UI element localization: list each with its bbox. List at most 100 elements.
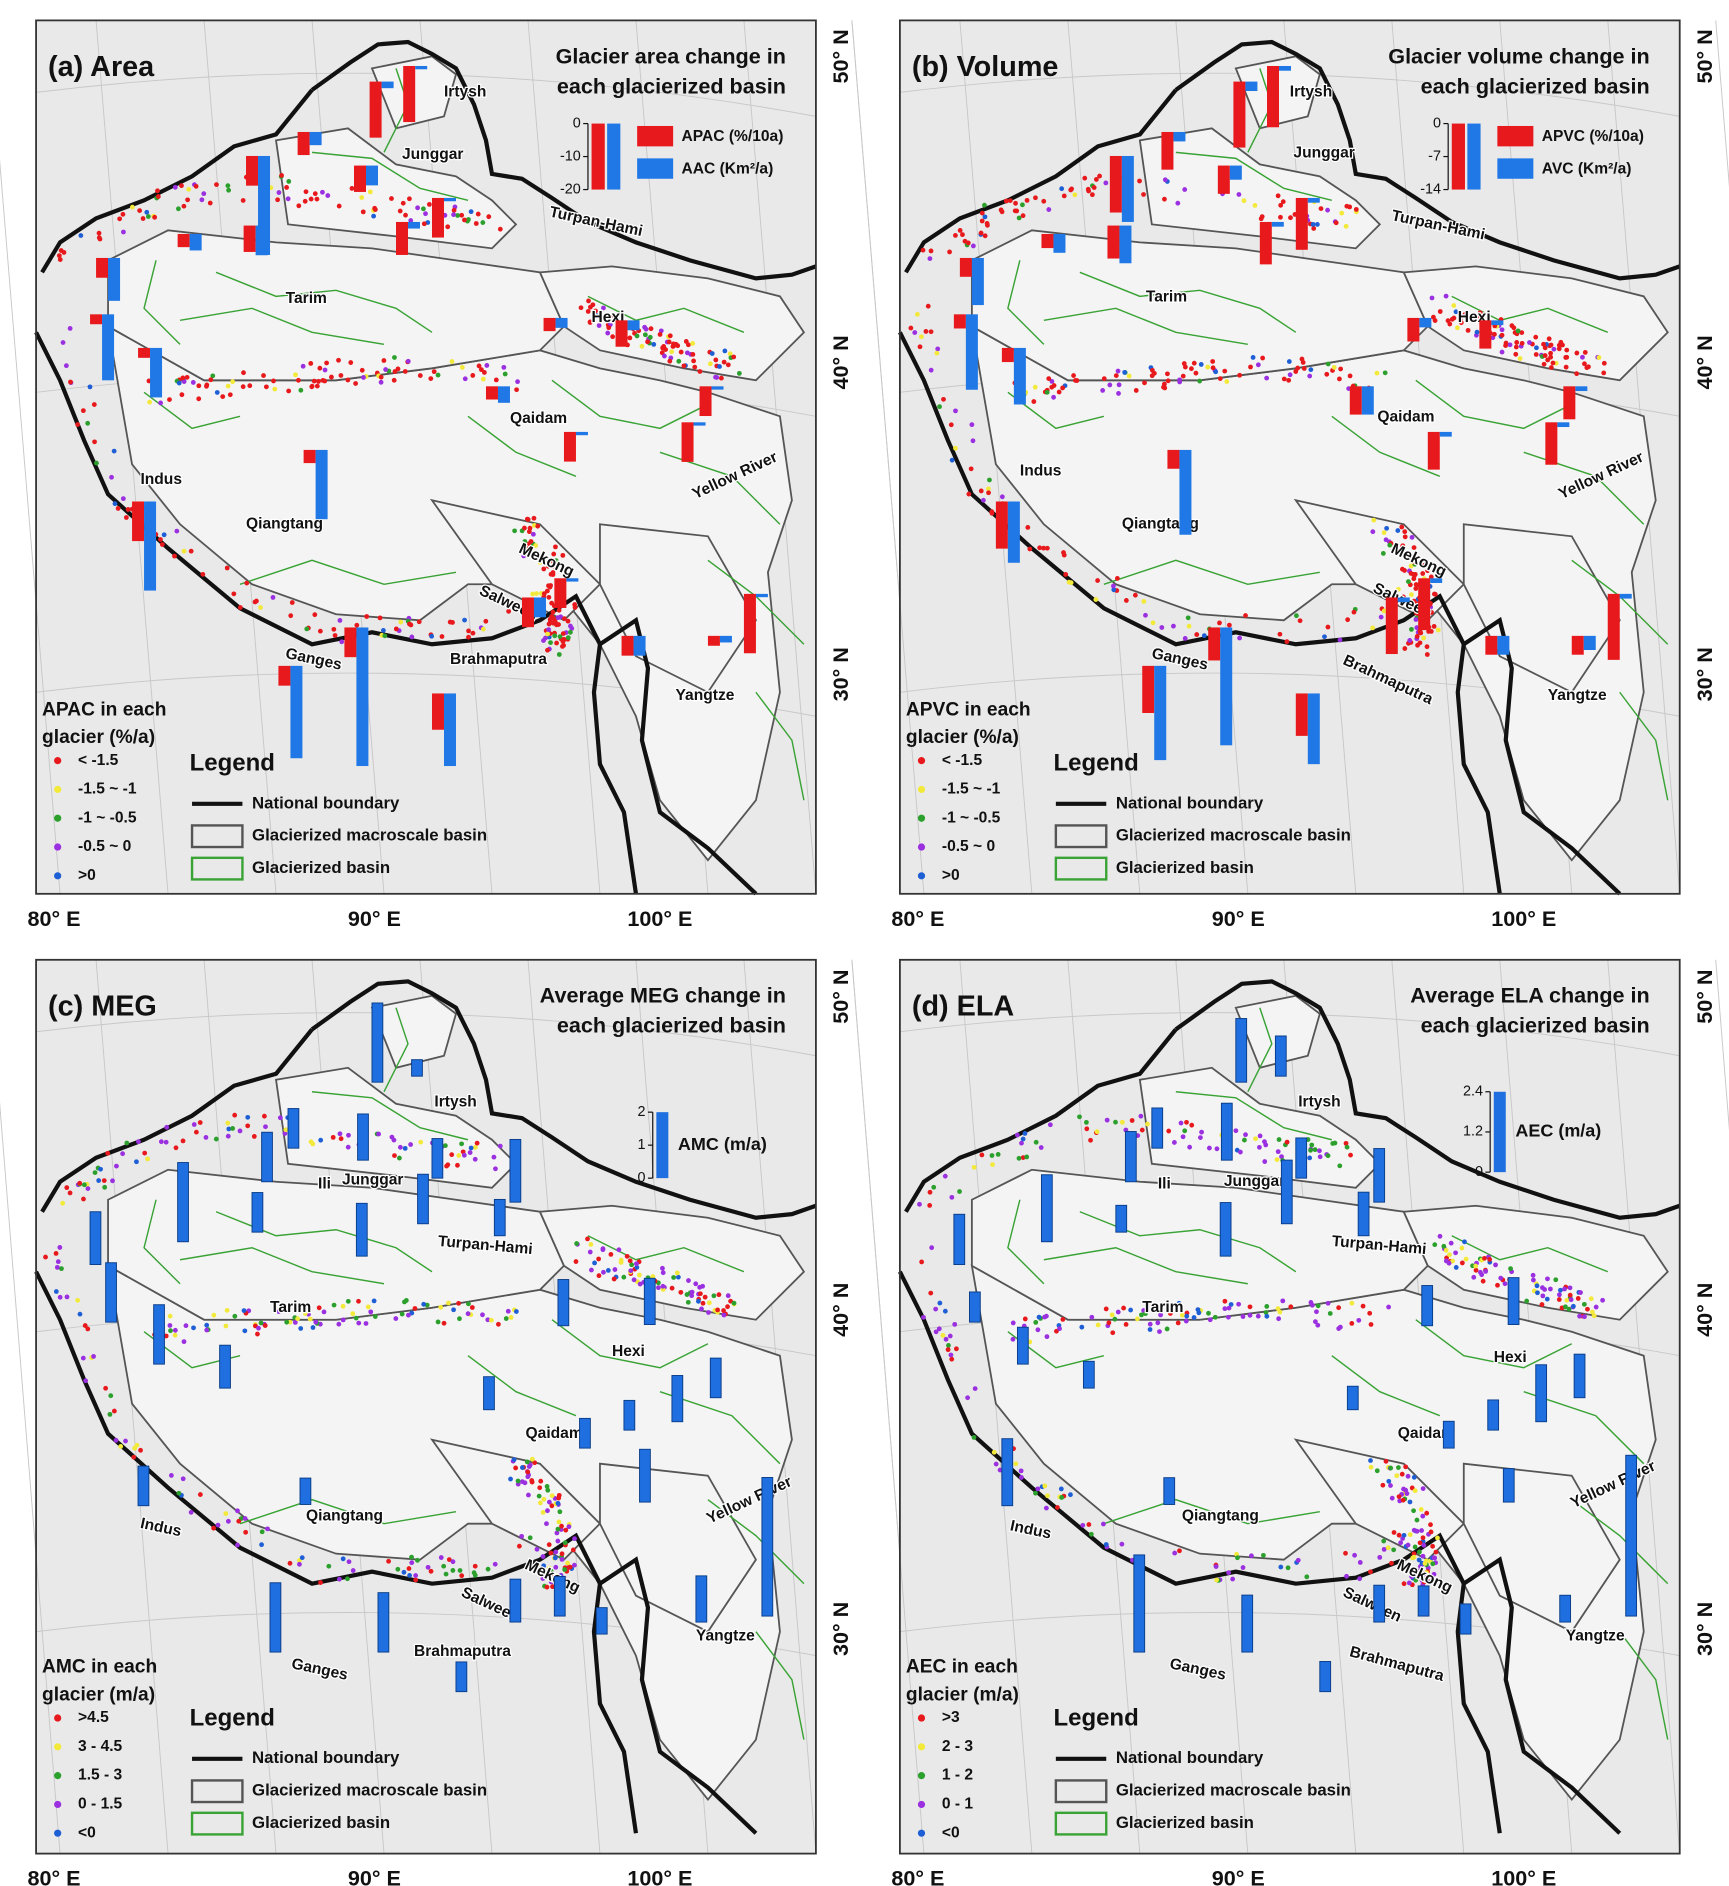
- glacier-dot: [1422, 1561, 1428, 1566]
- glacier-legend-title: AMC in each: [42, 1657, 157, 1678]
- glacier-dot: [1213, 369, 1219, 375]
- glacier-dot: [526, 529, 532, 535]
- glacier-dot: [1247, 1304, 1253, 1310]
- glacierized-basin: [1331, 1355, 1441, 1417]
- glacier-dot: [547, 616, 553, 622]
- glacier-dot: [981, 497, 986, 503]
- glacier-dot: [1541, 361, 1547, 367]
- glacier-dot: [211, 1312, 217, 1318]
- glacier-dot: [1356, 1317, 1362, 1323]
- glacier-dot: [1448, 1240, 1454, 1246]
- basin-bar: [1274, 1035, 1287, 1077]
- glacier-dot: [1022, 1131, 1028, 1136]
- glacier-dot: [1474, 329, 1480, 335]
- glacier-dot: [1158, 1312, 1163, 1318]
- glacier-dot: [1600, 1297, 1606, 1303]
- glacier-dot: [163, 1139, 169, 1145]
- glacier-dot: [676, 358, 682, 364]
- glacier-dot: [407, 1573, 413, 1578]
- glacier-dot: [508, 1476, 513, 1482]
- glacier-dot: [561, 616, 567, 622]
- glacier-dot: [1182, 1128, 1188, 1134]
- glacier-dot: [529, 1478, 535, 1483]
- longitude-label: 80° E: [28, 906, 81, 931]
- glacier-dot: [927, 1189, 933, 1195]
- glacier-dot: [1072, 192, 1078, 198]
- basin-label: Tarim: [286, 290, 327, 307]
- glacier-dot: [969, 422, 975, 428]
- glacier-dot: [63, 363, 69, 369]
- glacier-dot: [689, 1289, 695, 1295]
- glacier-dot: [450, 1559, 456, 1565]
- basin-bar: [395, 221, 408, 255]
- national-boundary: [40, 88, 314, 274]
- glacier-dot: [1441, 1243, 1447, 1249]
- glacier-dot: [1417, 1568, 1422, 1574]
- glacier-dot: [587, 320, 593, 325]
- glacier-dot: [1180, 373, 1186, 379]
- glacier-dot: [596, 1256, 602, 1262]
- basin-bar: [287, 1108, 300, 1149]
- glacier-legend-dot: [54, 1743, 62, 1751]
- glacier-dot: [480, 376, 486, 382]
- basin-bar: [377, 1592, 390, 1653]
- glacier-dot: [949, 457, 955, 463]
- graticule: [1715, 959, 1729, 1131]
- basin-bar: [1179, 449, 1192, 535]
- glacier-dot: [402, 1299, 407, 1305]
- basin-bar: [219, 1344, 231, 1389]
- glacier-dot: [1119, 1119, 1125, 1125]
- glacier-dot: [546, 1542, 552, 1548]
- macroscale-basin: [275, 1066, 518, 1189]
- glacier-dot: [1462, 312, 1468, 317]
- glacier-dot: [310, 1325, 316, 1330]
- glacier-dot: [1435, 1535, 1440, 1541]
- glacier-dot: [1147, 1327, 1153, 1332]
- glacier-dot: [91, 402, 97, 407]
- glacier-dot: [237, 605, 243, 610]
- glacier-dot: [1353, 207, 1359, 212]
- longitude-label: 90° E: [348, 906, 401, 931]
- glacier-dot: [1425, 568, 1430, 574]
- glacier-dot: [1374, 1468, 1380, 1474]
- glacier-dot: [947, 249, 952, 255]
- basin-bar: [1208, 627, 1221, 661]
- glacier-dot: [338, 1136, 344, 1142]
- glacier-dot: [164, 1124, 170, 1130]
- glacier-dot: [412, 1306, 418, 1311]
- basin-bar: [411, 1059, 423, 1077]
- glacier-dot: [1401, 1532, 1407, 1538]
- glacier-dot: [1544, 1296, 1550, 1302]
- basin-bar: [1557, 422, 1570, 428]
- glacier-dot: [1431, 1571, 1437, 1577]
- glacier-dot: [80, 1355, 86, 1361]
- glacier-dot: [1430, 1543, 1436, 1549]
- glacier-dot: [188, 1509, 194, 1515]
- glacier-dot: [1413, 1577, 1419, 1583]
- glacier-dot: [716, 1292, 722, 1298]
- glacier-dot: [990, 1162, 995, 1167]
- basin-bar: [431, 693, 444, 730]
- map-legend-title: Legend: [1053, 1705, 1138, 1732]
- glacier-dot: [538, 1478, 544, 1484]
- glacier-legend-dot: [54, 757, 62, 765]
- glacier-dot: [1421, 1542, 1427, 1548]
- map-frame: [898, 19, 1681, 895]
- basin-bar: [1575, 386, 1588, 392]
- basin-bar: [543, 317, 556, 332]
- basin-bar: [554, 578, 567, 608]
- glacier-dot: [1453, 1265, 1459, 1270]
- inset-tick-label: 0: [573, 115, 581, 131]
- glacier-dot: [397, 1155, 402, 1161]
- glacier-dot: [555, 1500, 561, 1506]
- glacier-dot: [181, 379, 187, 384]
- glacier-dot: [326, 1563, 332, 1569]
- glacierized-basin: [1619, 691, 1669, 801]
- glacier-dot: [1084, 1126, 1090, 1132]
- glacier-dot: [1586, 364, 1591, 370]
- glacier-dot: [1250, 355, 1256, 360]
- glacier-dot: [1388, 1465, 1394, 1471]
- glacier-dot: [1336, 1305, 1342, 1311]
- glacier-dot: [1044, 1334, 1050, 1340]
- glacier-dot: [1061, 552, 1067, 558]
